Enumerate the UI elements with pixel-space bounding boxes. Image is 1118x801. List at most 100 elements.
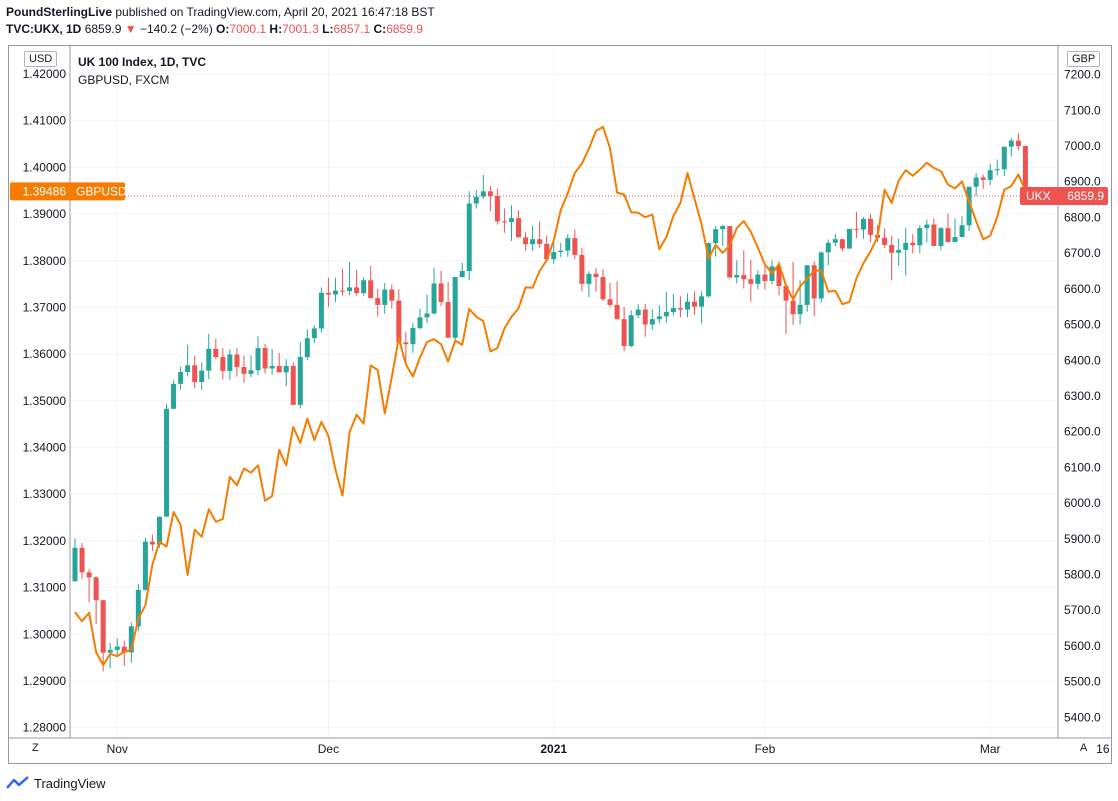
publisher-name[interactable]: PoundSterlingLive [6, 5, 113, 19]
candle-body [903, 242, 909, 250]
candle-body [375, 298, 381, 305]
left-tick-label: 1.29000 [23, 674, 67, 688]
candle-body [614, 304, 620, 320]
gbpusd-last-badge-name: GBPUSD [76, 184, 127, 198]
candle-body [1022, 145, 1028, 196]
candle-body [480, 191, 486, 197]
right-tick-label: 5600.0 [1064, 639, 1101, 653]
candle-body [255, 348, 261, 371]
left-tick-label: 1.34000 [23, 441, 67, 455]
gbpusd-last-badge-value: 1.39486 [23, 184, 67, 198]
right-tick-label: 6800.0 [1064, 210, 1101, 224]
candle-body [945, 228, 951, 243]
right-tick-label: 5400.0 [1064, 710, 1101, 724]
candle-body [234, 354, 240, 368]
candle-body [149, 541, 155, 545]
candle-body [882, 237, 888, 245]
candle-body [931, 224, 937, 246]
gbpusd-last-badge [10, 182, 125, 201]
legend-ukx[interactable]: UK 100 Index, 1D, TVC [78, 55, 207, 69]
left-tick-label: 1.35000 [23, 394, 67, 408]
right-tick-label: 5700.0 [1064, 603, 1101, 617]
tradingview-brand[interactable]: TradingView [34, 775, 106, 791]
candle-body [699, 296, 705, 307]
candle-body [572, 238, 578, 255]
candle-body [220, 357, 226, 371]
candle-body [720, 225, 726, 230]
candle-body [304, 338, 310, 358]
left-tick-label: 1.42000 [23, 67, 67, 81]
candle-body [382, 289, 388, 305]
candle-body [508, 218, 514, 223]
candle-body [551, 252, 557, 260]
left-tick-label: 1.40000 [23, 160, 67, 174]
candle-body [635, 309, 641, 316]
left-axis-ticks: 1.42000 1.41000 1.40000 1.39000 1.38000 1.370… [23, 67, 67, 735]
close-value: 6859.9 [386, 22, 423, 36]
left-tick-label: 1.38000 [23, 254, 67, 268]
candle-body [417, 317, 423, 329]
candle-body [248, 370, 254, 374]
candle-body [318, 292, 324, 329]
candle-body [713, 229, 719, 244]
candle-body [910, 242, 916, 246]
candle-body [368, 280, 374, 299]
right-tick-label: 6200.0 [1064, 425, 1101, 439]
right-currency-badge[interactable]: GBP [1067, 51, 1101, 67]
candle-body [93, 577, 99, 601]
left-tick-label: 1.33000 [23, 487, 67, 501]
open-label: O: [216, 22, 230, 36]
chart-frame [8, 45, 1112, 764]
last-price: 6859.9 [84, 22, 122, 36]
right-tick-label: 7200.0 [1064, 68, 1101, 82]
open-value: 7000.1 [229, 22, 267, 36]
candle-body [135, 589, 141, 627]
candle-body [347, 287, 353, 291]
candle-body [276, 365, 282, 373]
candle-body [283, 365, 289, 373]
candle-body [544, 243, 550, 260]
right-tick-label: 6000.0 [1064, 496, 1101, 510]
candle-body [473, 196, 479, 204]
candle-body [452, 277, 458, 338]
chart-legend: UK 100 Index, 1D, TVC GBPUSD, FXCM [78, 53, 206, 89]
left-currency-badge[interactable]: USD [24, 51, 58, 67]
legend-gbpusd[interactable]: GBPUSD, FXCM [78, 73, 170, 87]
right-axis-ticks: 7200.0 7100.0 7000.0 6900.0 6800.0 6700.0 6600… [1064, 68, 1101, 725]
right-tick-label: 5800.0 [1064, 568, 1101, 582]
candle-body [79, 547, 85, 573]
candle-body [100, 600, 106, 653]
candle-body [501, 221, 507, 223]
candle-body [818, 252, 824, 299]
zoom-reset-button[interactable]: Z [28, 741, 43, 755]
candle-body [896, 249, 902, 253]
close-label: C: [373, 22, 387, 36]
candle-body [586, 273, 592, 284]
candle-body [530, 239, 536, 245]
candle-body [692, 301, 698, 307]
candle-body [361, 280, 367, 294]
left-tick-label: 1.30000 [23, 627, 67, 641]
ohlc-line: TVC:UKX, 1D 6859.9 ▼ −140.2 (−2%) O:7000… [6, 22, 423, 36]
candle-body [973, 177, 979, 187]
right-tick-label: 6300.0 [1064, 389, 1101, 403]
left-tick-label: 1.41000 [23, 114, 67, 128]
candle-body [114, 646, 120, 650]
candle-body [227, 354, 233, 371]
low-label: L: [322, 22, 334, 36]
candle-body [86, 572, 92, 578]
candle-body [142, 541, 148, 590]
candle-body [396, 300, 402, 343]
candle-body [706, 243, 712, 297]
candle-body [459, 270, 465, 278]
candle-body [1001, 146, 1007, 170]
right-tick-label: 6600.0 [1064, 282, 1101, 296]
candle-body [924, 224, 930, 229]
candle-body [677, 308, 683, 310]
candle-body [121, 646, 127, 653]
symbol-label[interactable]: TVC:UKX, 1D [6, 22, 82, 36]
candle-body [178, 372, 184, 384]
auto-scale-button[interactable]: A [1076, 741, 1092, 755]
candle-body [579, 254, 585, 284]
